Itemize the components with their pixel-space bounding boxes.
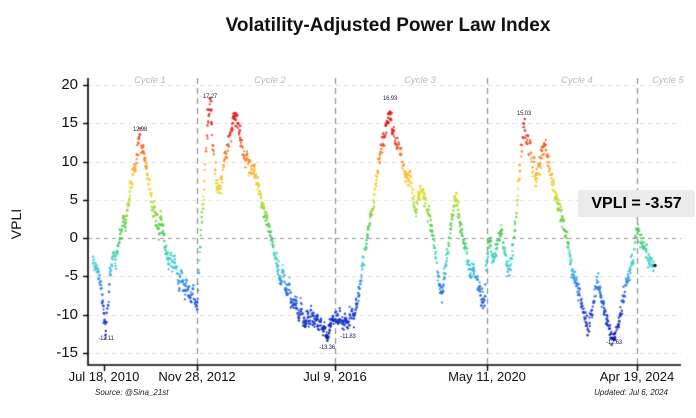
x-tick-label: Jul 9, 2016 xyxy=(303,369,367,384)
cycle-label: Cycle 4 xyxy=(561,75,593,86)
y-tick-label: -15 xyxy=(56,343,78,361)
y-axis-title: VPLI xyxy=(8,208,24,240)
y-tick-label: 15 xyxy=(61,114,78,132)
y-tick-label: 10 xyxy=(61,152,78,170)
cycle-label: Cycle 5 xyxy=(652,75,684,86)
y-tick-label: 0 xyxy=(69,229,78,247)
x-tick-label: Jul 18, 2010 xyxy=(68,369,140,384)
peak-annotation: 12.98 xyxy=(132,126,147,133)
y-tick-label: 20 xyxy=(61,75,78,93)
updated-date: Updated: Jul 6, 2024 xyxy=(594,388,668,397)
trough-annotation: -13.36 xyxy=(319,345,335,352)
cycle-label: Cycle 2 xyxy=(254,75,286,86)
cycle-label: Cycle 1 xyxy=(134,75,166,86)
x-tick-label: Nov 28, 2012 xyxy=(158,369,236,384)
x-tick-label: May 11, 2020 xyxy=(448,369,526,384)
peak-annotation: 17.27 xyxy=(202,93,217,100)
cycle-label: Cycle 3 xyxy=(404,75,436,86)
peak-annotation: 15.03 xyxy=(516,111,531,117)
source-credit: Source: @Sina_21st xyxy=(95,388,169,397)
chart-title: Volatility-Adjusted Power Law Index xyxy=(225,15,551,36)
x-tick-label: Apr 19, 2024 xyxy=(599,369,675,384)
trough-annotation: -12.11 xyxy=(98,335,114,342)
peak-annotation: 16.93 xyxy=(382,96,397,103)
y-tick-label: -5 xyxy=(64,267,78,285)
trough-annotation: -11.83 xyxy=(340,333,356,340)
y-tick-label: 5 xyxy=(69,190,78,208)
current-vpli-badge: VPLI = -3.57 xyxy=(578,190,695,217)
trough-annotation: -12.63 xyxy=(606,339,622,346)
y-tick-label: -10 xyxy=(56,305,78,323)
